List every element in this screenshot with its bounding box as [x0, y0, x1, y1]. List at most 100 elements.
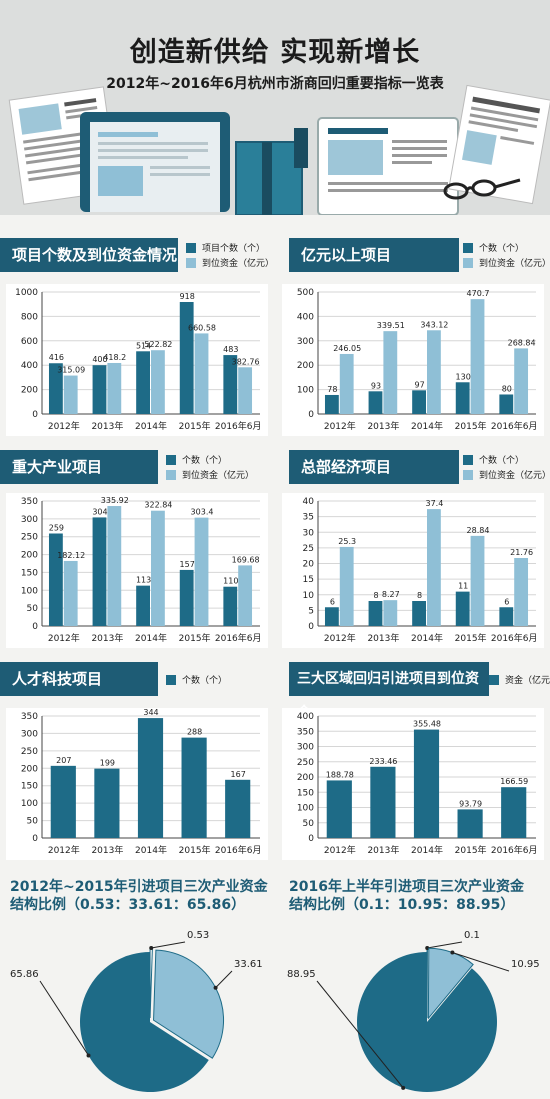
y-tick-label: 600	[21, 337, 38, 347]
bar	[413, 729, 440, 838]
leader-line	[151, 941, 186, 949]
y-tick-label: 150	[21, 782, 38, 792]
data-label: 416	[49, 353, 64, 362]
y-tick-label: 35	[303, 513, 314, 523]
y-tick-label: 50	[27, 604, 39, 614]
data-label: 418.2	[103, 353, 126, 362]
bar	[181, 737, 207, 838]
chart-legend: 个数（个）	[166, 672, 227, 687]
bar	[457, 809, 483, 838]
bar	[427, 330, 441, 414]
data-label: 8.27	[382, 590, 400, 599]
pie-title: 2012年~2015年引进项目三次产业资金 结构比例（0.53：33.61：65…	[10, 878, 275, 914]
chart-legend: 资金（亿元）	[489, 672, 550, 687]
bar	[339, 546, 354, 626]
bar	[499, 394, 514, 414]
y-tick-label: 150	[297, 788, 314, 798]
y-tick-label: 100	[297, 804, 314, 814]
legend-swatch-light	[463, 469, 473, 480]
chart-background	[282, 708, 544, 860]
data-label: 182.12	[57, 551, 85, 560]
bar	[326, 780, 352, 838]
bar	[179, 302, 194, 414]
bar	[324, 394, 339, 414]
pie-slice-label: 0.1	[464, 930, 480, 941]
legend-item: 个数（个）	[166, 672, 227, 687]
chart-title: 三大区域回归引进项目到位资金	[289, 662, 489, 721]
data-label: 382.76	[232, 357, 260, 366]
x-tick-label: 2015年	[179, 420, 211, 432]
bar	[194, 333, 209, 414]
bar	[63, 375, 78, 414]
data-label: 268.84	[508, 338, 536, 347]
data-label: 21.76	[510, 548, 533, 557]
y-tick-label: 100	[21, 586, 38, 596]
y-tick-label: 0	[32, 622, 38, 632]
leader-dot	[401, 1085, 406, 1090]
legend-swatch-dark	[166, 674, 176, 685]
bar	[383, 331, 398, 414]
legend-label: 到位资金（亿元）	[479, 259, 550, 269]
data-label: 400	[92, 355, 107, 364]
legend-label: 个数（个）	[479, 456, 525, 466]
bar	[368, 601, 383, 626]
y-tick-label: 200	[21, 764, 38, 774]
bar	[179, 569, 194, 626]
leader-dot	[149, 946, 154, 951]
y-tick-label: 0	[308, 622, 314, 632]
bar	[368, 391, 383, 414]
data-label: 97	[414, 380, 424, 389]
chart-talent-tech-projects: 人才科技项目 个数（个） 0 50 100 150 200 250 300 350 2012年 2…	[0, 662, 275, 862]
y-tick-label: 200	[21, 551, 38, 561]
legend-item: 项目个数（个）	[186, 240, 274, 255]
y-tick-label: 250	[21, 747, 38, 757]
chart-title: 总部经济项目	[289, 450, 459, 484]
pie-slice-label: 10.95	[511, 959, 540, 970]
pie-slice-label: 88.95	[287, 969, 316, 980]
legend-swatch-light	[166, 469, 176, 480]
data-label: 339.51	[377, 321, 405, 330]
y-tick-label: 15	[303, 575, 314, 585]
data-label: 343.12	[420, 320, 448, 329]
legend-swatch-dark	[186, 242, 196, 253]
bar	[427, 509, 441, 626]
x-tick-label: 2013年	[91, 844, 123, 856]
y-tick-label: 350	[21, 712, 38, 722]
bar	[499, 607, 514, 626]
legend-swatch-dark	[463, 242, 473, 253]
chart-title: 项目个数及到位资金情况	[0, 238, 178, 272]
y-tick-label: 0	[32, 834, 38, 844]
bar	[50, 765, 76, 838]
y-tick-label: 20	[303, 560, 315, 570]
bar	[412, 601, 426, 626]
legend-item: 到位资金（亿元）	[463, 255, 550, 270]
data-label: 80	[502, 384, 512, 393]
legend-label: 项目个数（个）	[202, 244, 266, 254]
bar	[455, 591, 470, 626]
data-label: 303.4	[191, 508, 214, 517]
bar	[470, 299, 485, 414]
x-tick-label: 2016年6月	[491, 844, 538, 856]
bar	[136, 585, 150, 626]
pie-title-text: 2016年上半年引进项目三次产业资金 结构比例（0.1：10.95：88.95）	[289, 879, 524, 913]
data-label: 304	[92, 507, 107, 516]
legend-label: 个数（个）	[182, 456, 228, 466]
bar	[339, 353, 354, 414]
page-subtitle: 2012年~2016年6月杭州市浙商回归重要指标一览表	[106, 76, 444, 92]
legend-label: 资金（亿元）	[505, 676, 550, 686]
data-label: 207	[56, 756, 71, 765]
x-tick-label: 2012年	[48, 420, 80, 432]
bar	[238, 367, 253, 414]
chart-panel: 0 50 100 150 200 250 300 350 2012年 259 182.12 2013年…	[6, 493, 268, 648]
bar	[238, 565, 253, 626]
bar	[194, 517, 209, 626]
bar	[225, 779, 251, 838]
bar	[48, 533, 63, 626]
x-tick-label: 2014年	[135, 420, 167, 432]
legend-swatch-dark	[463, 454, 473, 465]
x-tick-label: 2012年	[324, 632, 356, 644]
y-tick-label: 300	[21, 515, 38, 525]
y-tick-label: 400	[297, 312, 314, 322]
legend-item: 个数（个）	[463, 240, 550, 255]
x-tick-label: 2016年6月	[215, 632, 262, 644]
